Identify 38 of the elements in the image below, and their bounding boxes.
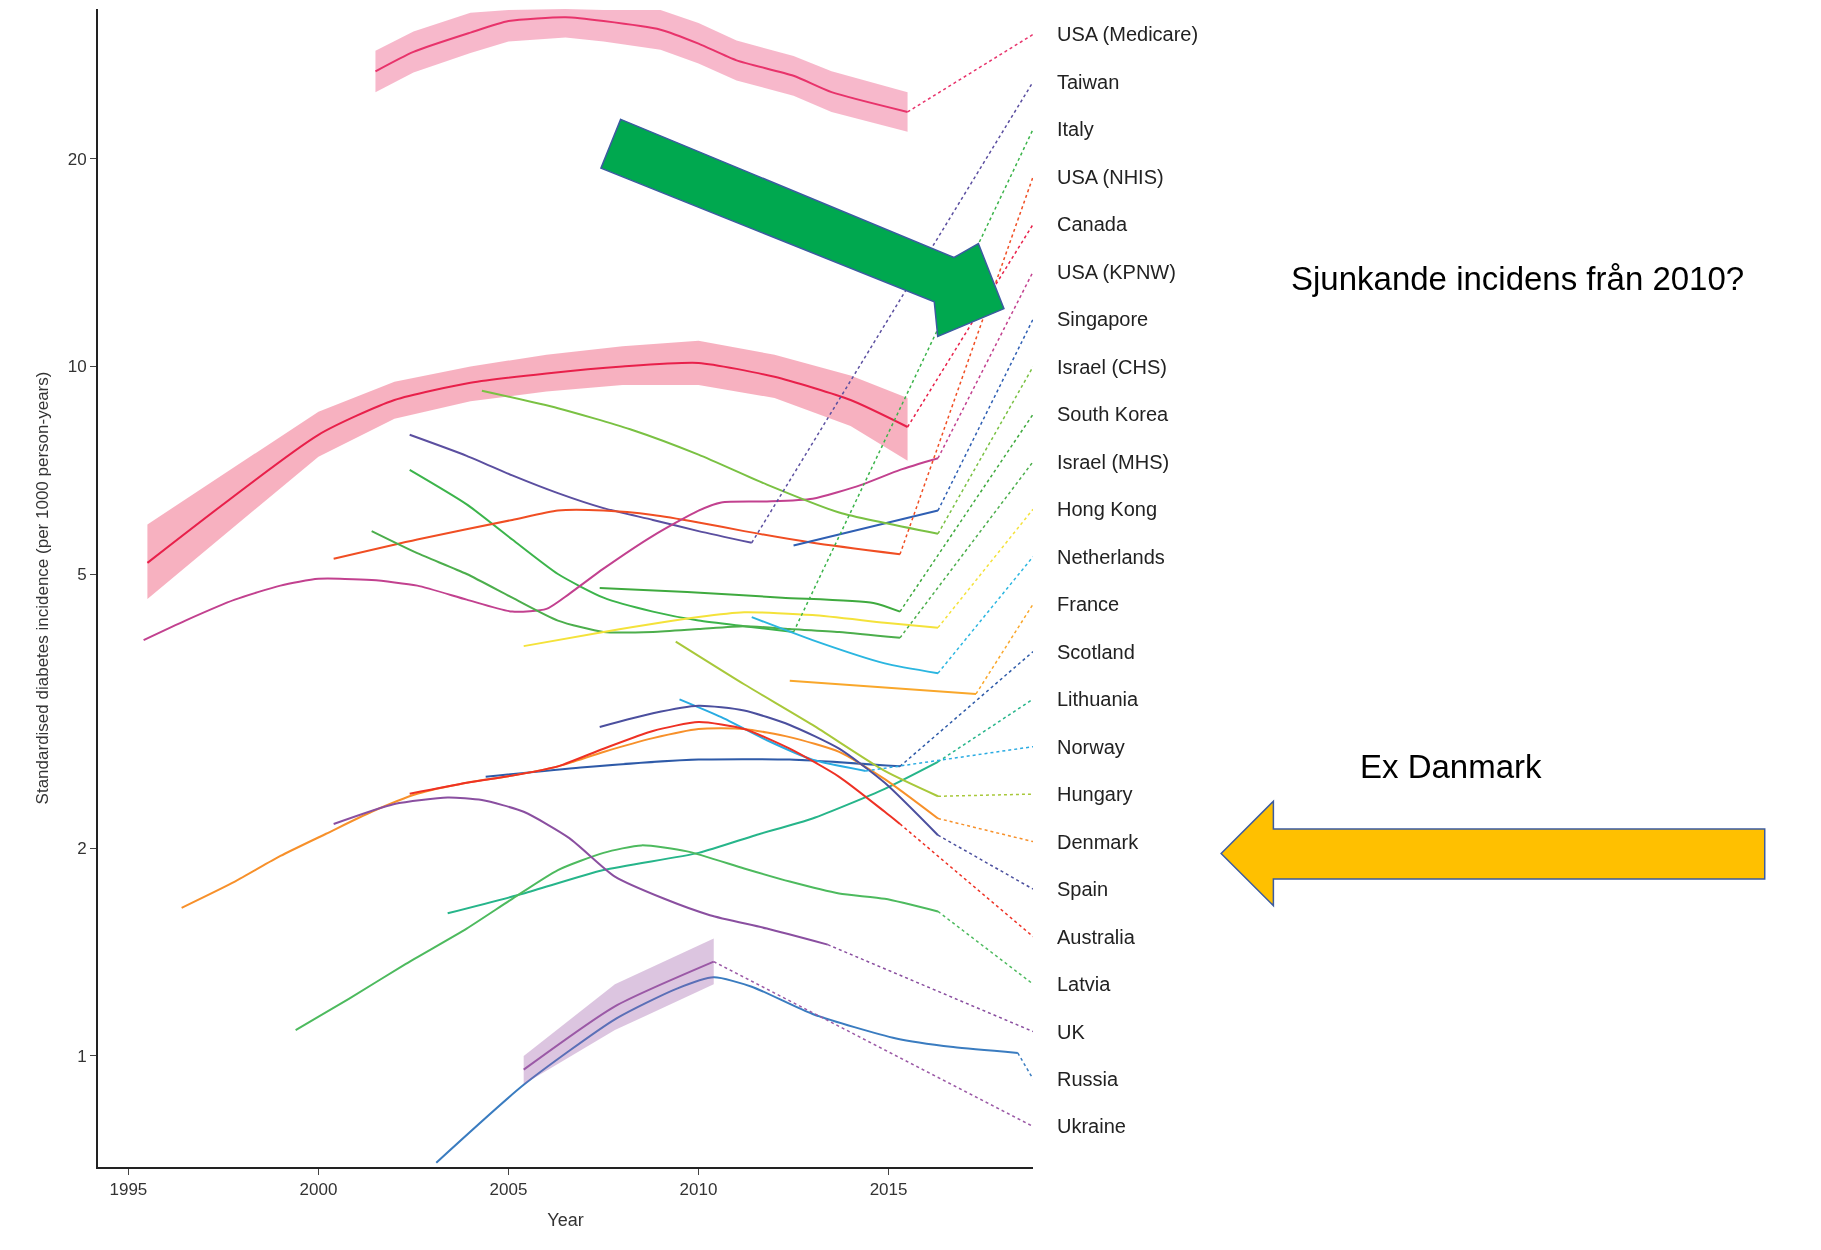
x-tick-label: 2010 — [679, 1180, 718, 1200]
text: Singapore — [1057, 308, 1149, 330]
text: Hong Kong — [1057, 498, 1158, 520]
text: Latvia — [1057, 973, 1112, 995]
text: Scotland — [1057, 641, 1135, 663]
y-tick-label: 10 — [67, 357, 87, 377]
text: USA (Medicare) — [1057, 23, 1199, 45]
legend-label: Denmark — [1057, 831, 1140, 853]
text: USA (NHIS) — [1057, 166, 1164, 188]
x-tick-label: 2015 — [869, 1180, 908, 1200]
x-tick-label: 2005 — [489, 1180, 528, 1200]
text: Ex Danmark — [1360, 748, 1543, 785]
text: Australia — [1057, 926, 1136, 948]
text: UK — [1057, 1021, 1086, 1043]
text: South Korea — [1057, 403, 1170, 425]
legend-label: Hungary — [1057, 783, 1133, 805]
text: Spain — [1057, 878, 1109, 900]
text: Netherlands — [1057, 546, 1165, 568]
legend-label: Russia — [1057, 1068, 1120, 1090]
y-tick-label: 5 — [77, 564, 87, 584]
y-tick-label: 20 — [67, 149, 87, 169]
text: Israel (CHS) — [1057, 356, 1168, 378]
text: Taiwan — [1057, 71, 1120, 93]
text: Sjunkande incidens från 2010? — [1291, 260, 1745, 297]
x-tick-label: 1995 — [109, 1180, 148, 1200]
y-axis-title: Standardised diabetes incidence (per 1000 person-years) — [32, 371, 52, 805]
y-tick-label: 2 — [77, 839, 87, 859]
y-tick-label: 1 — [77, 1046, 87, 1066]
text: Ukraine — [1057, 1115, 1126, 1137]
text: Norway — [1057, 736, 1125, 758]
text: USA (KPNW) — [1057, 261, 1176, 283]
x-tick-label: 2000 — [299, 1180, 338, 1200]
text: Canada — [1057, 213, 1128, 235]
text: Italy — [1057, 118, 1094, 140]
x-axis-title: Year — [547, 1210, 584, 1230]
text: France — [1057, 593, 1120, 615]
text: Israel (MHS) — [1057, 451, 1170, 473]
text: Lithuania — [1057, 688, 1140, 710]
